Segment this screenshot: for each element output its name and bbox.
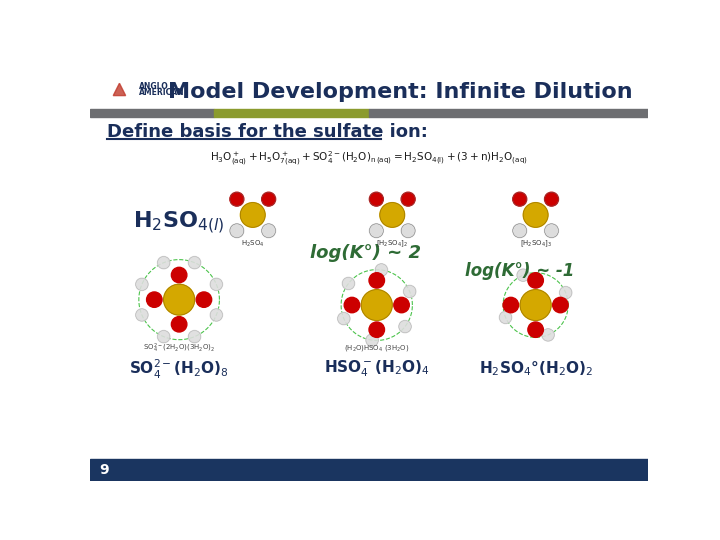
Text: ANGLO: ANGLO bbox=[139, 82, 168, 91]
Text: (H$_2$O)HSO$_4$ (3H$_2$O): (H$_2$O)HSO$_4$ (3H$_2$O) bbox=[344, 343, 410, 353]
Circle shape bbox=[528, 322, 544, 338]
Circle shape bbox=[338, 313, 350, 325]
Bar bbox=[369, 110, 648, 117]
Text: H$_2$SO$_{4(l)}$: H$_2$SO$_{4(l)}$ bbox=[132, 210, 224, 236]
Circle shape bbox=[230, 192, 244, 206]
Circle shape bbox=[399, 320, 411, 333]
Circle shape bbox=[401, 224, 415, 238]
Circle shape bbox=[517, 269, 529, 281]
Circle shape bbox=[171, 267, 187, 283]
Circle shape bbox=[196, 292, 212, 307]
Circle shape bbox=[544, 224, 559, 238]
Circle shape bbox=[369, 273, 384, 288]
Text: AMERICAN: AMERICAN bbox=[139, 88, 184, 97]
Circle shape bbox=[366, 334, 378, 346]
Circle shape bbox=[559, 287, 572, 299]
Text: log(K°) ~ 2: log(K°) ~ 2 bbox=[310, 245, 420, 262]
Text: 9: 9 bbox=[99, 463, 109, 477]
Text: H$_2$SO$_4$°(H$_2$O)$_2$: H$_2$SO$_4$°(H$_2$O)$_2$ bbox=[479, 360, 593, 379]
Circle shape bbox=[369, 224, 383, 238]
Circle shape bbox=[230, 224, 244, 238]
Circle shape bbox=[528, 273, 544, 288]
Circle shape bbox=[394, 298, 409, 313]
Text: [H$_2$SO$_4$]$_2$: [H$_2$SO$_4$]$_2$ bbox=[377, 239, 408, 249]
Circle shape bbox=[171, 316, 187, 332]
Circle shape bbox=[542, 329, 554, 341]
Text: [H$_2$SO$_4$]$_3$: [H$_2$SO$_4$]$_3$ bbox=[520, 239, 552, 249]
Circle shape bbox=[135, 309, 148, 321]
Text: log(K°) ~ -1: log(K°) ~ -1 bbox=[465, 262, 575, 280]
Circle shape bbox=[375, 264, 387, 276]
Bar bbox=[90, 110, 214, 117]
Text: SO$_4^{2-}$(H$_2$O)$_8$: SO$_4^{2-}$(H$_2$O)$_8$ bbox=[130, 357, 229, 381]
Circle shape bbox=[261, 192, 276, 206]
Circle shape bbox=[342, 278, 355, 289]
Circle shape bbox=[158, 330, 170, 343]
Circle shape bbox=[401, 192, 415, 206]
Circle shape bbox=[147, 292, 162, 307]
Bar bbox=[90, 459, 648, 481]
Circle shape bbox=[210, 278, 222, 291]
Circle shape bbox=[240, 202, 265, 227]
Circle shape bbox=[403, 285, 416, 298]
Circle shape bbox=[210, 309, 222, 321]
Circle shape bbox=[158, 256, 170, 269]
Circle shape bbox=[380, 202, 405, 227]
Circle shape bbox=[344, 298, 360, 313]
Circle shape bbox=[553, 298, 568, 313]
Circle shape bbox=[135, 278, 148, 291]
Circle shape bbox=[544, 192, 559, 206]
Text: Model Development: Infinite Dilution: Model Development: Infinite Dilution bbox=[168, 82, 632, 102]
Text: HSO$_4^-$(H$_2$O)$_4$: HSO$_4^-$(H$_2$O)$_4$ bbox=[324, 359, 430, 379]
Text: SO$_4^{2-}$(2H$_2$O)(3H$_2$O)$_2$: SO$_4^{2-}$(2H$_2$O)(3H$_2$O)$_2$ bbox=[143, 341, 215, 355]
Circle shape bbox=[369, 322, 384, 338]
Text: Define basis for the sulfate ion:: Define basis for the sulfate ion: bbox=[107, 123, 428, 141]
Circle shape bbox=[189, 256, 201, 269]
Circle shape bbox=[261, 224, 276, 238]
Text: H$_2$SO$_4$: H$_2$SO$_4$ bbox=[241, 239, 264, 249]
Circle shape bbox=[361, 289, 392, 320]
Circle shape bbox=[500, 311, 512, 323]
Circle shape bbox=[503, 298, 518, 313]
Bar bbox=[214, 110, 369, 117]
Circle shape bbox=[369, 192, 383, 206]
Circle shape bbox=[163, 284, 194, 315]
Circle shape bbox=[513, 192, 527, 206]
Text: $\mathrm{H_3O^+_{(aq)} + H_5O^+_{7(aq)} + SO_4^{2-}(H_2O)_{n\,(aq)}= H_2SO_{4(l): $\mathrm{H_3O^+_{(aq)} + H_5O^+_{7(aq)} … bbox=[210, 150, 528, 168]
Circle shape bbox=[513, 224, 527, 238]
Bar bbox=[90, 65, 648, 111]
Polygon shape bbox=[113, 83, 126, 96]
Circle shape bbox=[523, 202, 548, 227]
Circle shape bbox=[520, 289, 551, 320]
Circle shape bbox=[189, 330, 201, 343]
